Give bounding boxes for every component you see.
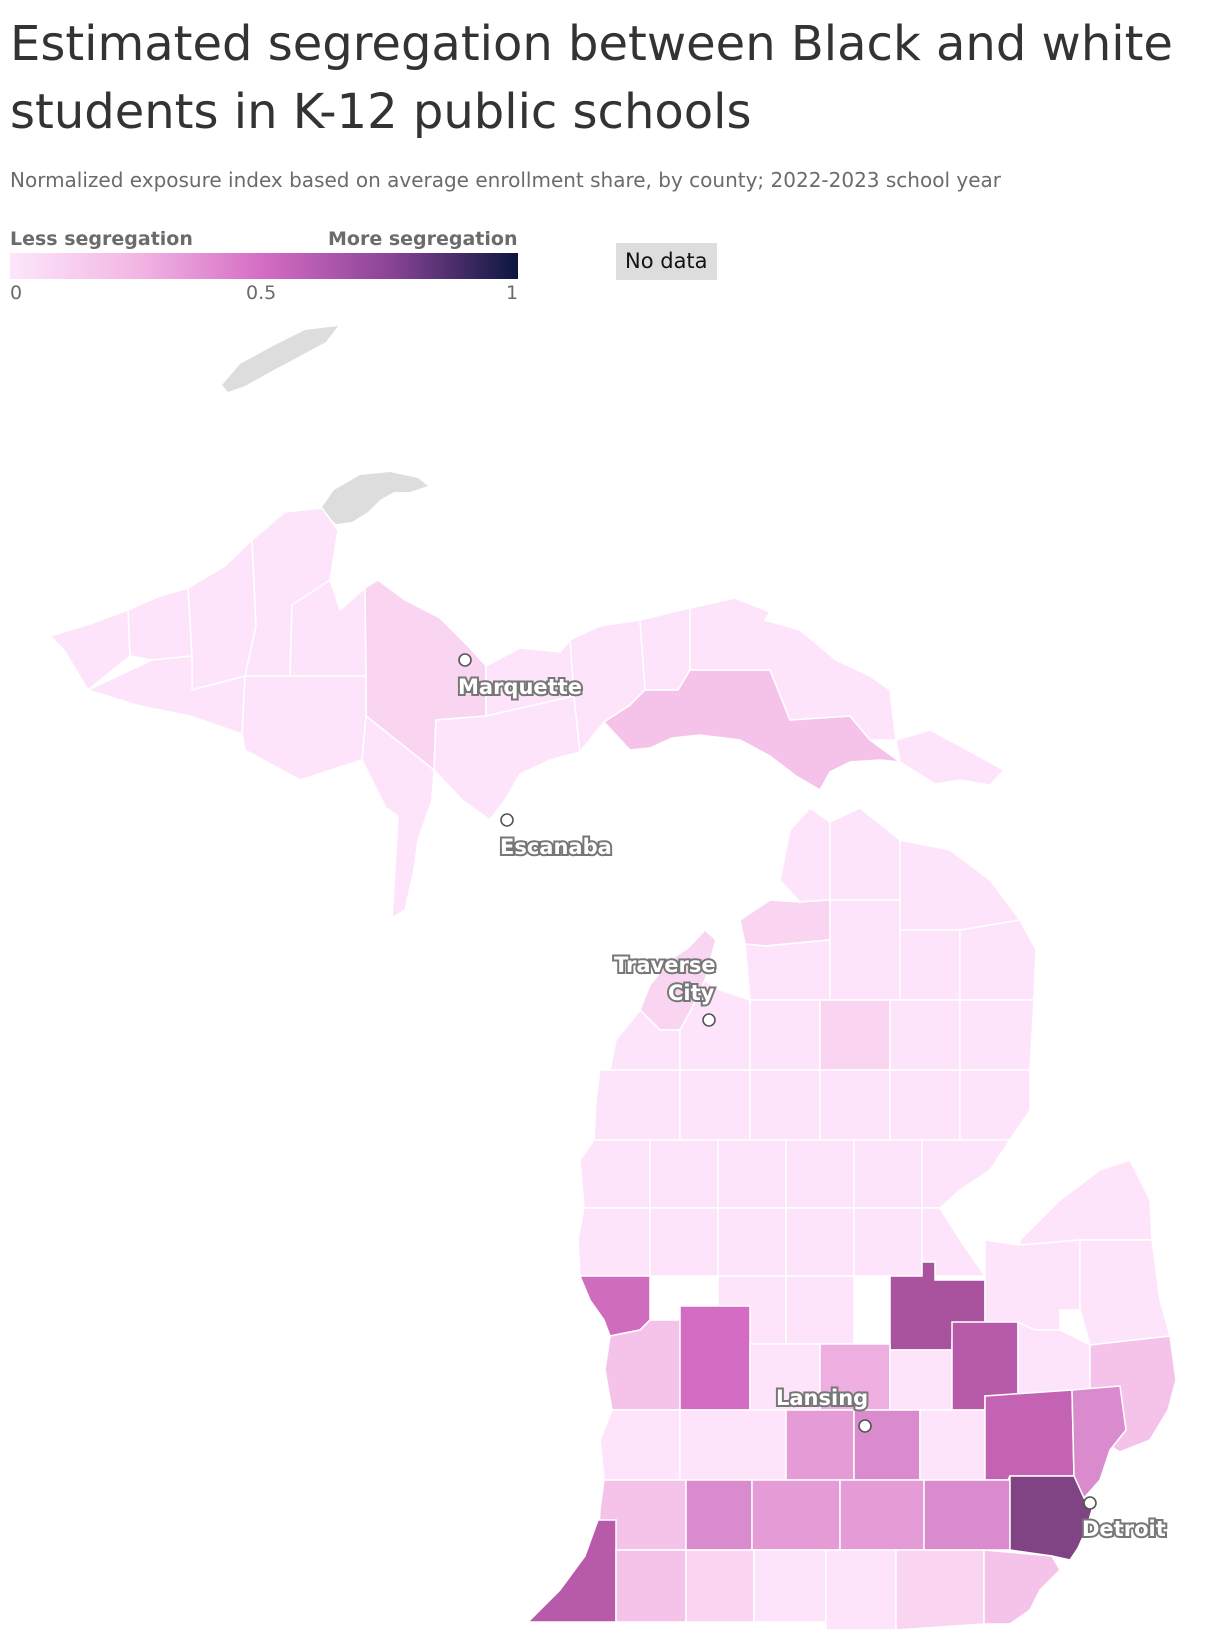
city-markers: Marquette Escanaba Traverse City Lansing…	[456, 653, 1168, 1543]
lansing-label: Lansing	[776, 1386, 868, 1410]
county-ontonagon	[127, 587, 193, 661]
county-menominee	[361, 714, 435, 920]
county-isabella	[785, 1207, 855, 1277]
county-kent	[679, 1305, 751, 1411]
county-shiawassee	[889, 1349, 953, 1411]
county-antrim	[744, 939, 831, 1001]
chart-title: Estimated segregation between Black and …	[10, 16, 1173, 140]
county-chippewa	[689, 597, 897, 741]
keweenaw-tip-nodata	[320, 472, 428, 524]
county-alcona	[959, 999, 1035, 1071]
county-clare	[785, 1139, 855, 1209]
county-lenawee	[895, 1549, 985, 1631]
county-montmorency	[899, 929, 961, 1001]
detroit-label: Detroit	[1082, 1517, 1166, 1541]
traverse-city-dot	[702, 1013, 716, 1027]
county-berrien	[526, 1519, 617, 1623]
county-monroe	[983, 1549, 1061, 1625]
escanaba-dot	[500, 813, 514, 827]
county-oscoda	[889, 999, 961, 1071]
county-newaygo	[649, 1207, 719, 1277]
county-midland	[853, 1207, 923, 1277]
traverse-city-label-line1: Traverse	[614, 953, 716, 977]
county-calhoun	[751, 1479, 841, 1551]
county-delta	[433, 695, 581, 822]
county-livingston	[919, 1409, 986, 1481]
marquette-label: Marquette	[458, 675, 582, 699]
county-wexford	[679, 1069, 751, 1141]
lower-peninsula	[526, 807, 1177, 1631]
county-wayne	[1009, 1475, 1093, 1561]
county-huron	[1019, 1159, 1153, 1246]
county-washtenaw	[923, 1479, 1011, 1551]
county-eaton	[785, 1409, 855, 1481]
upper-peninsula	[48, 507, 1006, 920]
county-gratiot	[785, 1275, 855, 1345]
county-hillsdale	[825, 1549, 897, 1631]
county-gladwin	[853, 1139, 923, 1209]
legend-low-label: Less segregation	[10, 228, 193, 250]
county-lapeer	[1017, 1320, 1091, 1397]
county-jackson	[839, 1479, 925, 1551]
marquette-dot	[458, 653, 472, 667]
county-presque-isle	[899, 839, 1022, 931]
county-emmet	[779, 807, 831, 903]
legend-tick-1: 1	[506, 282, 519, 304]
county-oceana	[577, 1207, 651, 1277]
escanaba-label: Escanaba	[500, 835, 612, 859]
lansing-dot	[858, 1419, 872, 1433]
county-sanilac	[1079, 1239, 1171, 1346]
legend-tick-0: 0	[10, 282, 23, 304]
county-otsego	[829, 899, 901, 1001]
county-muskegon	[578, 1275, 651, 1337]
county-crawford	[819, 999, 891, 1071]
county-mecosta	[717, 1207, 787, 1277]
legend-tick-0-5: 0.5	[246, 282, 277, 304]
county-branch	[753, 1549, 827, 1623]
county-cheboygan	[829, 807, 901, 901]
legend-color-scale	[10, 253, 518, 279]
county-lake	[649, 1139, 719, 1209]
county-mason	[579, 1139, 651, 1209]
detroit-dot	[1083, 1496, 1097, 1510]
county-ogemaw	[889, 1069, 961, 1141]
county-kalamazoo	[685, 1479, 753, 1551]
county-cass	[615, 1549, 687, 1623]
chart-subtitle: Normalized exposure index based on avera…	[10, 168, 1001, 192]
no-data-legend: No data	[616, 243, 717, 280]
county-alpena	[959, 919, 1037, 1001]
legend-high-label: More segregation	[328, 228, 518, 250]
traverse-city-label-line2: City	[668, 981, 715, 1005]
county-kalkaska	[749, 999, 821, 1071]
county-dickinson	[241, 675, 367, 781]
county-oakland	[984, 1389, 1075, 1481]
county-manistee	[593, 1069, 681, 1141]
county-st-joseph	[685, 1549, 755, 1623]
county-houghton	[187, 538, 257, 691]
county-charlevoix	[739, 899, 831, 947]
county-allegan	[599, 1409, 681, 1481]
county-barry	[679, 1409, 787, 1481]
isle-royale-nodata	[222, 326, 338, 392]
county-luce	[639, 607, 691, 691]
county-arenac	[921, 1139, 1012, 1209]
county-iosco	[959, 1069, 1031, 1141]
county-chippewa-east	[895, 729, 1006, 786]
county-missaukee	[749, 1069, 821, 1141]
county-osceola	[717, 1139, 787, 1209]
county-roscommon	[819, 1069, 891, 1141]
